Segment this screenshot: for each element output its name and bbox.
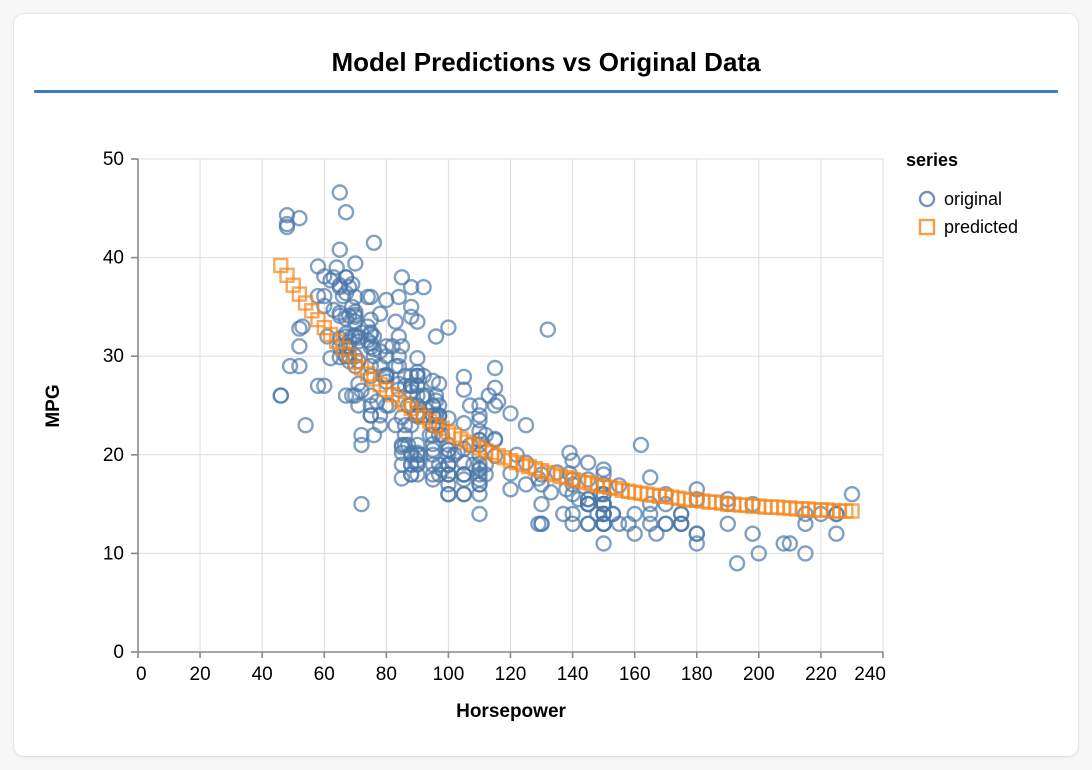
chart-title: Model Predictions vs Original Data — [331, 47, 761, 77]
chart-card: Model Predictions vs Original Data — [14, 14, 1078, 756]
predicted-marker-icon — [918, 218, 936, 236]
legend-title: series — [906, 150, 959, 170]
title-divider — [34, 90, 1058, 93]
legend-item-original: original — [906, 185, 1018, 213]
legend: series original predicted — [906, 150, 1018, 241]
legend-label-predicted: predicted — [944, 216, 1019, 237]
original-marker-icon — [918, 190, 936, 208]
legend-item-predicted: predicted — [906, 213, 1018, 241]
legend-label-original: original — [944, 188, 1003, 209]
